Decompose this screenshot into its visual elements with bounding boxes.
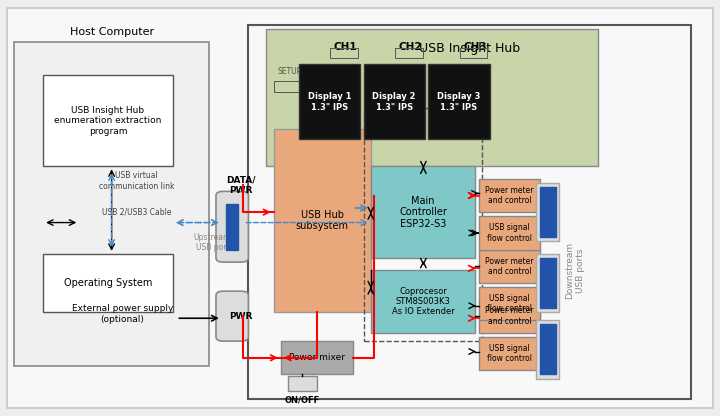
- FancyBboxPatch shape: [266, 29, 598, 166]
- FancyBboxPatch shape: [281, 341, 353, 374]
- Text: Upstream
USB port: Upstream USB port: [194, 233, 231, 253]
- FancyBboxPatch shape: [371, 166, 475, 258]
- FancyBboxPatch shape: [43, 254, 173, 312]
- Text: Main
Controller
ESP32-S3: Main Controller ESP32-S3: [399, 196, 447, 229]
- Text: External power supply
(optional): External power supply (optional): [72, 305, 173, 324]
- FancyBboxPatch shape: [479, 179, 540, 212]
- Text: SETUP: SETUP: [277, 67, 302, 76]
- Text: USB virtual
communication link: USB virtual communication link: [99, 171, 174, 191]
- Text: Power meter
and control: Power meter and control: [485, 307, 534, 326]
- FancyBboxPatch shape: [226, 204, 238, 250]
- FancyBboxPatch shape: [479, 250, 540, 283]
- FancyBboxPatch shape: [371, 270, 475, 333]
- Text: CH3: CH3: [463, 42, 487, 52]
- FancyBboxPatch shape: [540, 258, 556, 308]
- Text: Display 1
1.3" IPS: Display 1 1.3" IPS: [307, 92, 351, 111]
- FancyBboxPatch shape: [540, 187, 556, 237]
- FancyBboxPatch shape: [364, 64, 425, 139]
- FancyBboxPatch shape: [43, 75, 173, 166]
- FancyBboxPatch shape: [479, 216, 540, 250]
- Text: Display 2
1.3" IPS: Display 2 1.3" IPS: [372, 92, 416, 111]
- Text: Power meter
and control: Power meter and control: [485, 257, 534, 276]
- FancyBboxPatch shape: [479, 300, 540, 333]
- Text: USB 2/USB3 Cable: USB 2/USB3 Cable: [102, 208, 171, 217]
- FancyBboxPatch shape: [536, 183, 559, 241]
- Text: USB signal
flow control: USB signal flow control: [487, 294, 532, 313]
- Text: ON/OFF: ON/OFF: [284, 395, 320, 404]
- Text: USB Hub
subsystem: USB Hub subsystem: [296, 210, 348, 231]
- Text: Display 3
1.3" IPS: Display 3 1.3" IPS: [437, 92, 481, 111]
- FancyBboxPatch shape: [540, 324, 556, 374]
- FancyBboxPatch shape: [216, 191, 248, 262]
- Text: USB signal
flow control: USB signal flow control: [487, 344, 532, 363]
- Text: Downstream
USB ports: Downstream USB ports: [565, 242, 585, 299]
- Text: USB Insight Hub: USB Insight Hub: [419, 42, 521, 54]
- Text: Coprocesor
STM8S003K3
As IO Extender: Coprocesor STM8S003K3 As IO Extender: [392, 287, 454, 317]
- FancyBboxPatch shape: [536, 254, 559, 312]
- FancyBboxPatch shape: [216, 291, 248, 341]
- FancyBboxPatch shape: [299, 64, 360, 139]
- Text: DATA/
PWR: DATA/ PWR: [227, 176, 256, 195]
- FancyBboxPatch shape: [479, 337, 540, 370]
- Text: USB signal
flow control: USB signal flow control: [487, 223, 532, 243]
- Text: Power meter
and control: Power meter and control: [485, 186, 534, 205]
- Text: Operating System: Operating System: [64, 278, 152, 288]
- FancyBboxPatch shape: [248, 25, 691, 399]
- Text: CH1: CH1: [333, 42, 357, 52]
- Text: USB Insight Hub
enumeration extraction
program: USB Insight Hub enumeration extraction p…: [54, 106, 162, 136]
- FancyBboxPatch shape: [7, 8, 713, 408]
- FancyBboxPatch shape: [14, 42, 209, 366]
- FancyBboxPatch shape: [479, 287, 540, 320]
- FancyBboxPatch shape: [288, 376, 317, 391]
- FancyBboxPatch shape: [536, 320, 559, 379]
- Text: Power mixer: Power mixer: [289, 353, 345, 362]
- FancyBboxPatch shape: [428, 64, 490, 139]
- Text: Host Computer: Host Computer: [70, 27, 153, 37]
- FancyBboxPatch shape: [274, 129, 371, 312]
- Text: PWR: PWR: [230, 312, 253, 321]
- Text: CH2: CH2: [398, 42, 422, 52]
